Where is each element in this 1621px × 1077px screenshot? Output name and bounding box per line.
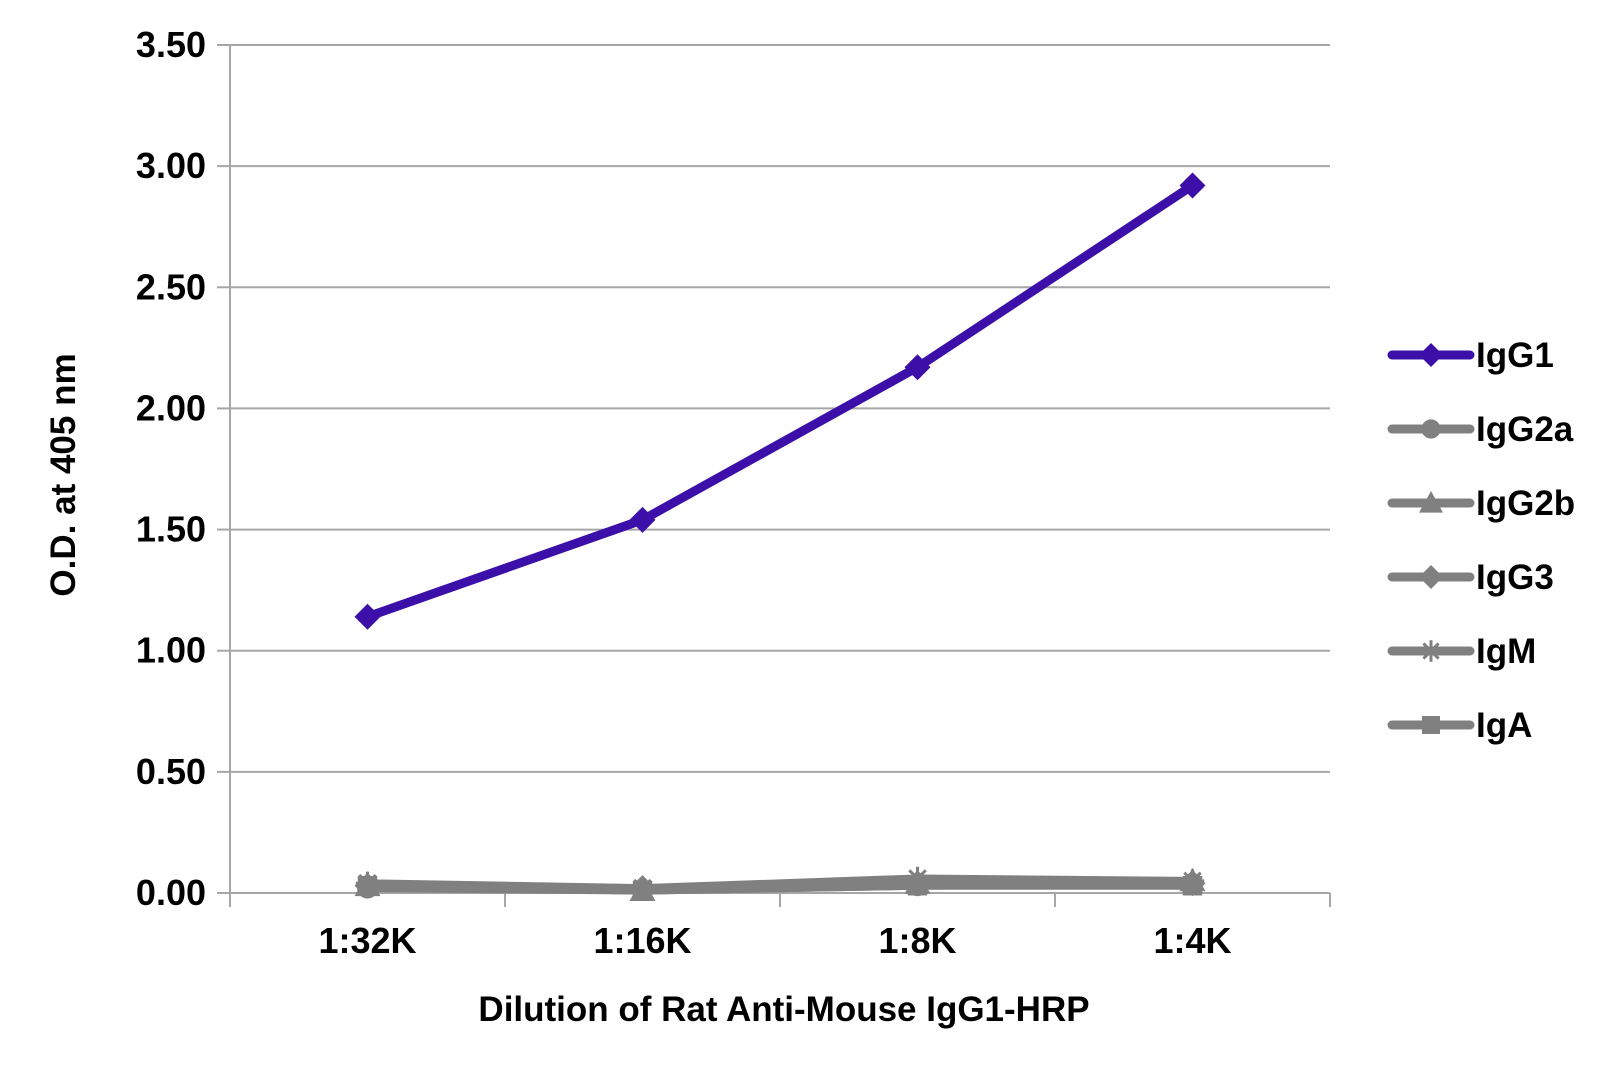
- legend-label-igg2b: IgG2b: [1476, 484, 1575, 523]
- y-axis-title: O.D. at 405 nm: [44, 353, 83, 596]
- legend-label-igg2a: IgG2a: [1476, 410, 1574, 449]
- data-point-igg2a: [1182, 872, 1203, 894]
- series-line-igg2a: [367, 879, 1193, 895]
- data-point-igg1: [904, 354, 931, 381]
- gridlines: [230, 44, 1330, 773]
- legend-marker-igg2a: [1421, 419, 1441, 439]
- y-tick-label: 0.50: [136, 751, 206, 792]
- legend-marker-iga: [1422, 716, 1440, 734]
- y-tick-label: 0.00: [136, 872, 206, 913]
- data-point-igg1: [629, 506, 656, 533]
- y-tick-label: 1.50: [136, 509, 206, 550]
- y-tick-label: 2.00: [136, 387, 206, 428]
- x-axis-title: Dilution of Rat Anti-Mouse IgG1-HRP: [478, 990, 1089, 1029]
- legend-label-igm: IgM: [1476, 632, 1536, 671]
- legend-label-iga: IgA: [1476, 706, 1532, 745]
- x-tick-label: 1:4K: [1153, 920, 1231, 961]
- data-point-igg1: [354, 603, 381, 630]
- x-tick-label: 1:32K: [318, 920, 416, 961]
- series-line-igg1: [366, 181, 1195, 622]
- x-tick-label: 1:16K: [593, 920, 691, 961]
- data-point-igg1: [1179, 172, 1206, 199]
- legend-label-igg3: IgG3: [1476, 558, 1554, 597]
- legend-label-igg1: IgG1: [1476, 336, 1554, 375]
- series-lines: [354, 172, 1206, 902]
- y-tick-label: 3.50: [136, 24, 206, 65]
- legend-marker-igg2b: [1419, 491, 1443, 513]
- axes: 0.00 0.50 1.00 1.50 2.00 2.50 3.00 3.50 1:32K 1:1…: [136, 24, 1331, 961]
- y-tick-label: 2.50: [136, 266, 206, 307]
- y-tick-label: 1.00: [136, 630, 206, 671]
- legend-marker-igm: [1420, 640, 1442, 662]
- y-tick-label: 3.00: [136, 145, 206, 186]
- legend-marker-igg3: [1419, 565, 1443, 589]
- legend: IgG1 IgG2a IgG2b IgG3 IgM IgA: [1387, 336, 1575, 745]
- x-tick-label: 1:8K: [878, 920, 956, 961]
- data-point-igg2a: [907, 875, 928, 897]
- data-point-igg2a: [632, 880, 653, 901]
- data-point-igg2a: [357, 877, 378, 899]
- legend-marker-igg1: [1419, 343, 1443, 367]
